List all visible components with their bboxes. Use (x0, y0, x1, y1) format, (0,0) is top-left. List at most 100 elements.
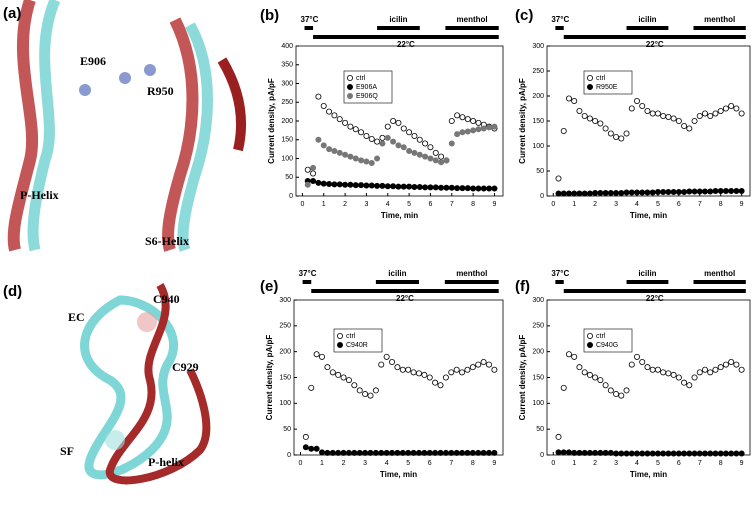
y-tick-label: 50 (536, 168, 544, 175)
x-axis-label: Time, min (630, 470, 667, 479)
legend-box (333, 328, 383, 353)
data-point (675, 118, 682, 125)
legend-label: C940G (596, 342, 618, 349)
data-point (728, 358, 735, 365)
y-tick-label: 400 (281, 43, 293, 50)
data-point (324, 364, 331, 371)
data-point (336, 181, 343, 188)
data-point (639, 103, 646, 110)
data-point (400, 183, 407, 190)
data-point (442, 374, 449, 381)
data-point (722, 361, 729, 368)
data-point (560, 449, 567, 456)
x-tick-label: 3 (363, 460, 367, 467)
data-point (319, 449, 326, 456)
data-point (665, 450, 672, 457)
data-point (448, 118, 455, 125)
data-point (738, 450, 745, 457)
data-point (602, 125, 609, 132)
data-point (384, 183, 391, 190)
data-point (459, 129, 466, 136)
data-point (356, 449, 363, 456)
data-point (342, 181, 349, 188)
data-point (374, 182, 381, 189)
data-point (681, 123, 688, 130)
data-point (315, 93, 322, 100)
data-point (728, 103, 735, 110)
data-point (336, 116, 343, 123)
data-point (613, 450, 620, 457)
data-point (379, 140, 386, 147)
x-tick-label: 8 (719, 460, 723, 467)
y-tick-label: 0 (540, 193, 544, 200)
data-point (416, 136, 423, 143)
y-tick-label: 50 (283, 426, 291, 433)
x-tick-label: 8 (719, 201, 723, 208)
period-bar (375, 280, 419, 284)
data-point (576, 449, 583, 456)
data-point (644, 450, 651, 457)
x-tick-label: 4 (635, 201, 639, 208)
data-point (485, 449, 492, 456)
y-tick-label: 250 (281, 99, 293, 106)
data-point (712, 450, 719, 457)
data-point (571, 98, 578, 105)
data-point (372, 449, 379, 456)
x-tick-label: 5 (656, 201, 660, 208)
legend-label: R950E (596, 84, 618, 91)
period-label: 22°C (396, 294, 414, 303)
data-point (384, 123, 391, 130)
data-point (329, 449, 336, 456)
data-point (738, 366, 745, 373)
data-point (394, 449, 401, 456)
period-label: 22°C (646, 40, 664, 49)
data-point (426, 374, 433, 381)
data-point (432, 449, 439, 456)
data-point (607, 189, 614, 196)
data-point (331, 147, 338, 154)
data-point (302, 444, 309, 451)
panel-label: (f) (515, 278, 530, 295)
x-axis-label: Time, min (630, 211, 667, 220)
data-point (576, 364, 583, 371)
data-point (459, 369, 466, 376)
data-point (681, 450, 688, 457)
data-point (427, 155, 434, 162)
data-point (384, 134, 391, 141)
period-bar (626, 280, 669, 284)
x-tick-label: 5 (407, 201, 411, 208)
residue-label: C940 (153, 292, 180, 306)
data-point (432, 149, 439, 156)
data-point (738, 187, 745, 194)
data-point (395, 119, 402, 126)
x-tick-label: 6 (428, 201, 432, 208)
data-point (379, 182, 386, 189)
data-point (351, 382, 358, 389)
data-point (367, 392, 374, 399)
residue-label: R950 (147, 84, 174, 98)
data-point (422, 153, 429, 160)
data-point (686, 125, 693, 132)
data-point (464, 449, 471, 456)
legend-label: ctrl (356, 75, 366, 82)
data-point (480, 125, 487, 132)
x-tick-label: 0 (551, 460, 555, 467)
data-point (416, 151, 423, 158)
data-point (597, 449, 604, 456)
data-point (356, 387, 363, 394)
x-tick-label: 1 (572, 460, 576, 467)
legend-marker (587, 341, 594, 348)
data-point (560, 127, 567, 134)
x-tick-label: 7 (449, 460, 453, 467)
data-point (555, 433, 562, 440)
data-point (308, 445, 315, 452)
data-point (607, 449, 614, 456)
data-point (326, 180, 333, 187)
data-point (581, 449, 588, 456)
data-point (696, 113, 703, 120)
data-point (480, 358, 487, 365)
period-bar (693, 280, 746, 284)
data-point (352, 126, 359, 133)
data-point (400, 144, 407, 151)
